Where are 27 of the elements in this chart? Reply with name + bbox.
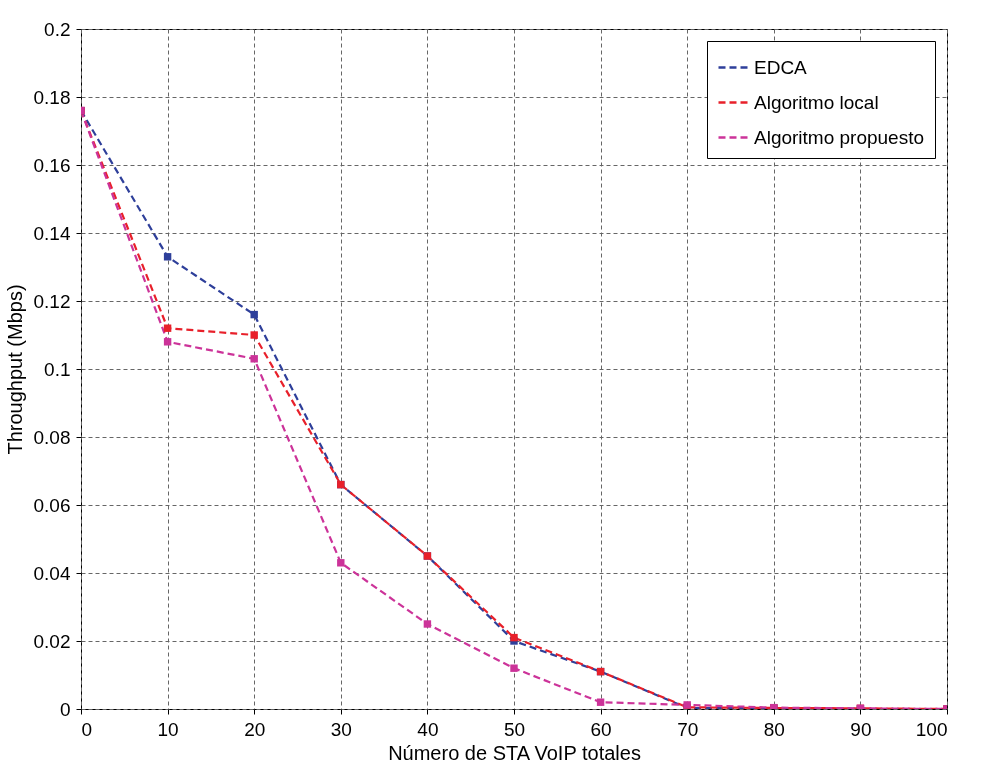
y-tick-label: 0.12 — [33, 290, 71, 312]
x-tick-label: 40 — [417, 718, 439, 740]
y-tick-label: 0 — [59, 698, 71, 720]
y-tick-label: 0.06 — [33, 494, 71, 516]
x-tick-label: 0 — [81, 718, 93, 740]
x-tick-label: 60 — [590, 718, 612, 740]
legend-label: EDCA — [754, 56, 808, 78]
x-tick-label: 70 — [677, 718, 699, 740]
y-tick-label: 0.16 — [33, 154, 71, 176]
x-tick-label: 30 — [330, 718, 352, 740]
y-axis-title: Throughput (Mbps) — [3, 284, 26, 455]
y-tick-label: 0.08 — [33, 426, 71, 448]
legend-label: Algoritmo propuesto — [754, 126, 925, 148]
y-tick-label: 0.1 — [44, 358, 71, 380]
x-axis-title: Número de STA VoIP totales — [388, 741, 641, 764]
x-tick-label: 10 — [157, 718, 179, 740]
y-tick-label: 0.2 — [44, 18, 71, 40]
x-tick-label: 100 — [915, 718, 948, 740]
legend-label: Algoritmo local — [754, 91, 879, 113]
x-tick-label: 50 — [503, 718, 526, 740]
y-tick-label: 0.18 — [33, 86, 71, 108]
x-tick-label: 20 — [244, 718, 266, 740]
x-tick-label: 90 — [850, 718, 872, 740]
y-tick-label: 0.02 — [33, 630, 71, 652]
y-tick-label: 0.14 — [33, 222, 71, 244]
x-tick-label: 80 — [763, 718, 785, 740]
y-tick-label: 0.04 — [33, 562, 71, 584]
